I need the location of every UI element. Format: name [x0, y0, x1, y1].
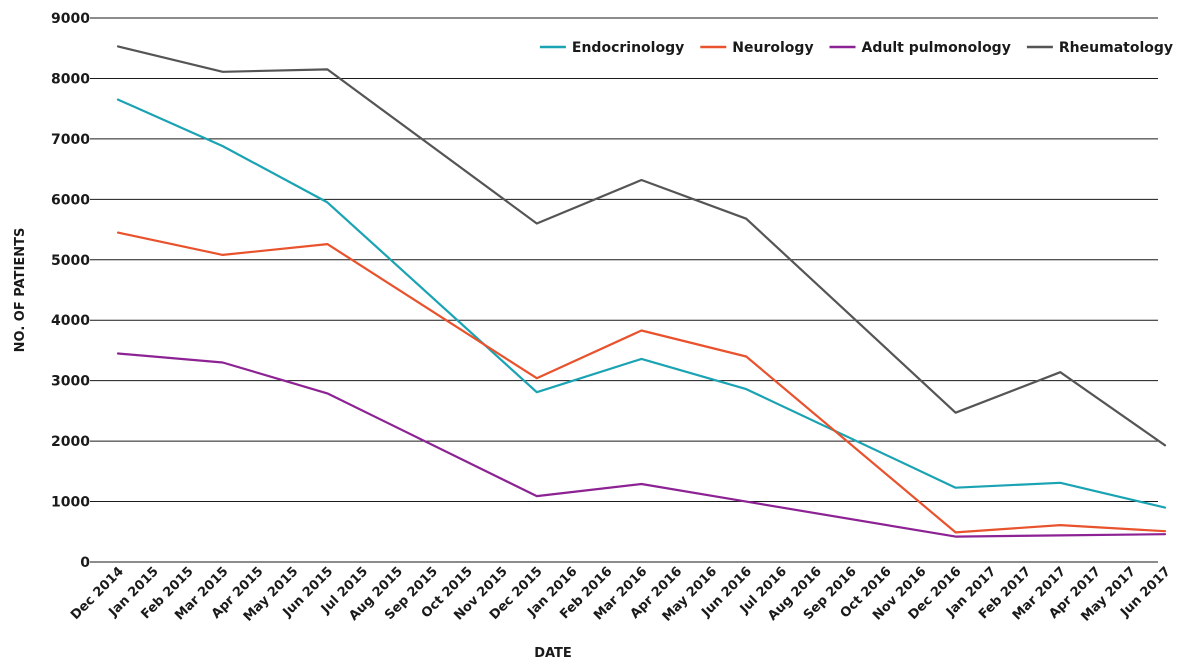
series-line-adult-pulmonology — [116, 352, 1167, 538]
x-axis-title: DATE — [534, 646, 572, 661]
legend-label: Neurology — [732, 40, 813, 56]
legend: Endocrinology Neurology Adult pulmonology R… — [539, 40, 1173, 56]
legend-label: Adult pulmonology — [862, 40, 1011, 56]
legend-item: Rheumatology — [1026, 40, 1173, 56]
gridlines — [90, 17, 1158, 563]
y-tick-label: 4000 — [51, 313, 90, 329]
legend-item: Neurology — [700, 40, 814, 56]
legend-label: Endocrinology — [572, 40, 684, 56]
y-tick-label: 5000 — [51, 253, 90, 269]
y-tick-label: 0 — [80, 555, 90, 571]
y-tick-label: 2000 — [51, 434, 90, 450]
legend-label: Rheumatology — [1059, 40, 1173, 56]
legend-item: Adult pulmonology — [829, 40, 1011, 56]
y-axis-ticks: 0 1000 2000 3000 4000 5000 6000 7000 8000 9000 — [51, 11, 90, 571]
series-lines — [116, 45, 1167, 538]
y-tick-label: 3000 — [51, 374, 90, 390]
y-axis-title: NO. OF PATIENTS — [13, 228, 28, 353]
y-tick-label: 1000 — [51, 495, 90, 511]
series-line-rheumatology — [116, 45, 1167, 447]
y-tick-label: 7000 — [51, 132, 90, 148]
y-tick-label: 6000 — [51, 192, 90, 208]
y-tick-label: 8000 — [51, 71, 90, 87]
y-tick-label: 9000 — [51, 11, 90, 27]
series-line-endocrinology — [116, 98, 1167, 509]
series-line-neurology — [116, 231, 1167, 534]
legend-item: Endocrinology — [539, 40, 684, 56]
